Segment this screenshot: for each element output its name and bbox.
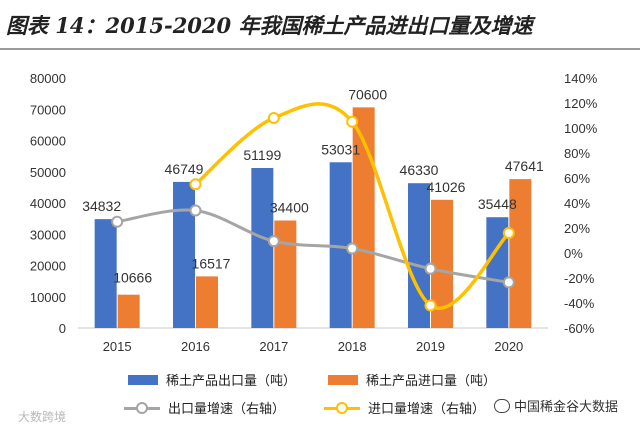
- x-tick-label: 2020: [494, 339, 523, 354]
- x-tick-label: 2019: [416, 339, 445, 354]
- legend-export-swatch: [128, 374, 158, 385]
- legend-import-growth-label: 进口量增速（右轴）: [368, 401, 486, 416]
- y-left-tick-label: 0: [59, 321, 66, 336]
- y-right-tick-label: 20%: [564, 221, 590, 236]
- point-export-growth: [424, 262, 437, 275]
- bar-export: [329, 162, 352, 328]
- bar-import: [274, 220, 297, 328]
- bar-import-label: 47641: [505, 158, 544, 174]
- bar-import-label: 16517: [192, 255, 231, 271]
- point-import-growth: [267, 112, 280, 124]
- bar-import: [431, 199, 453, 328]
- y-right-tick-label: 80%: [564, 146, 590, 161]
- bar-export: [251, 168, 274, 328]
- bar-import-label: 41026: [427, 179, 466, 195]
- legend-import-growth-marker: [324, 401, 360, 414]
- bar-import-label: 10666: [113, 270, 152, 286]
- y-left-tick-label: 80000: [30, 71, 66, 86]
- legend-import-growth: 进口量增速（右轴）: [324, 398, 485, 417]
- bar-export-label: 35448: [478, 196, 517, 212]
- point-export-growth: [111, 215, 124, 228]
- y-right-tick-label: -20%: [564, 271, 595, 286]
- x-tick-label: 2017: [259, 339, 288, 354]
- point-export-growth: [189, 204, 202, 217]
- y-right-tick-label: 40%: [564, 196, 590, 211]
- y-right-tick-label: 120%: [564, 96, 598, 111]
- x-tick-label: 2015: [103, 339, 132, 354]
- y-left-tick-label: 20000: [30, 259, 66, 274]
- legend-export-growth-marker: [124, 401, 160, 414]
- point-import-growth: [189, 178, 202, 191]
- bar-import: [196, 276, 218, 328]
- bar-export: [94, 219, 117, 328]
- y-left-tick-label: 60000: [30, 134, 66, 149]
- legend-export: 稀土产品出口量（吨）: [128, 370, 296, 389]
- y-right-tick-label: 100%: [564, 121, 598, 136]
- source-badge-label: 中国稀金谷大数据: [514, 399, 619, 414]
- bar-import: [509, 179, 532, 328]
- bar-export: [408, 183, 430, 328]
- y-left-tick-label: 30000: [30, 227, 66, 242]
- y-left-tick-label: 40000: [30, 196, 66, 211]
- bar-import-label: 70600: [348, 86, 387, 102]
- bar-import: [352, 107, 375, 328]
- y-left-tick-label: 10000: [30, 290, 66, 305]
- wechat-icon: [494, 398, 510, 413]
- point-import-growth: [424, 299, 437, 312]
- bar-export-label: 34832: [82, 198, 121, 214]
- legend-import-label: 稀土产品进口量（吨）: [366, 373, 497, 388]
- y-right-tick-label: 60%: [564, 171, 590, 186]
- point-export-growth: [267, 235, 280, 248]
- title-divider: [0, 48, 640, 50]
- bar-export-label: 51199: [243, 147, 281, 163]
- y-left-tick-label: 70000: [30, 102, 66, 117]
- point-import-growth: [346, 115, 359, 128]
- bar-import: [117, 294, 140, 328]
- x-tick-label: 2018: [338, 339, 367, 354]
- bar-export-label: 53031: [321, 141, 360, 157]
- x-tick-label: 2016: [181, 339, 210, 354]
- legend-export-growth-label: 出口量增速（右轴）: [168, 401, 286, 416]
- bar-import-label: 34400: [270, 200, 309, 216]
- y-left-tick-label: 50000: [30, 165, 66, 180]
- source-badge: 中国稀金谷大数据: [494, 396, 618, 415]
- legend-import: 稀土产品进口量（吨）: [328, 370, 496, 389]
- bar-export: [486, 217, 509, 328]
- bar-export-label: 46749: [165, 161, 204, 177]
- bar-export: [173, 181, 195, 328]
- point-import-growth: [502, 227, 515, 239]
- bar-export-label: 46330: [400, 162, 439, 178]
- legend-export-growth: 出口量增速（右轴）: [124, 398, 285, 417]
- y-right-tick-label: 140%: [564, 71, 598, 86]
- y-right-tick-label: -60%: [564, 321, 595, 336]
- point-export-growth: [502, 276, 515, 289]
- y-right-tick-label: -40%: [564, 296, 595, 311]
- y-right-tick-label: 0%: [564, 246, 583, 261]
- point-export-growth: [346, 242, 359, 255]
- chart-title: 图表 14：2015-2020 年我国稀土产品进出口量及增速: [6, 13, 533, 38]
- legend-export-label: 稀土产品出口量（吨）: [166, 373, 297, 388]
- line-import-growth: [194, 102, 511, 310]
- watermark: 大数跨境: [18, 410, 67, 424]
- legend-import-swatch: [328, 374, 358, 385]
